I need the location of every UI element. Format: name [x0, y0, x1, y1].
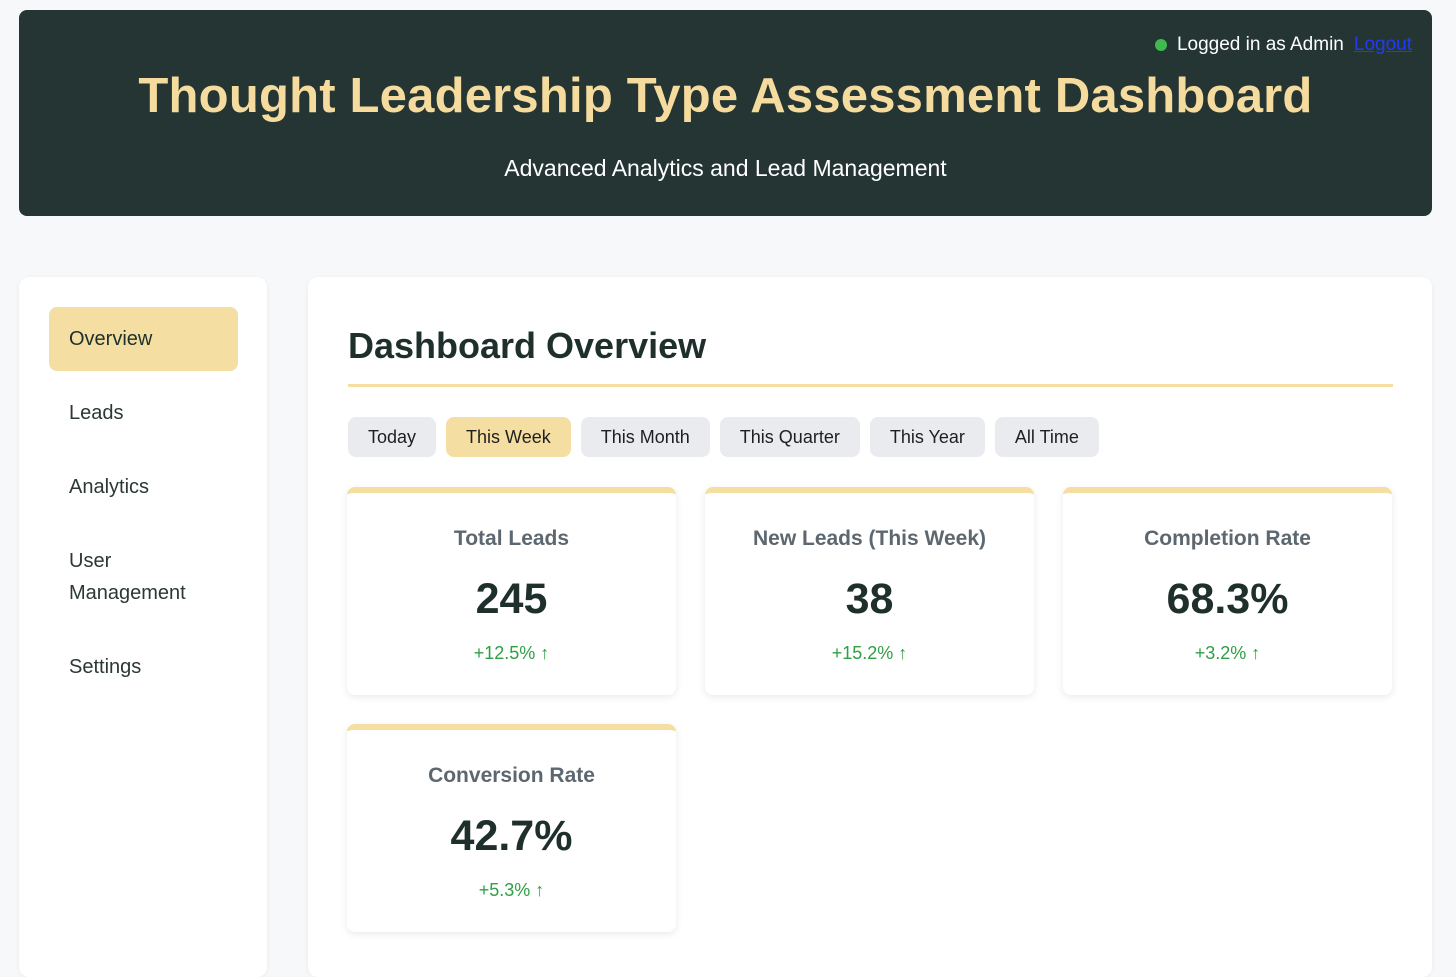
stat-change: +3.2% ↑: [1194, 643, 1261, 663]
title-divider: [348, 384, 1393, 387]
sidebar-item-analytics[interactable]: Analytics: [69, 476, 150, 498]
stat-value: 245: [475, 575, 548, 623]
stat-label: Total Leads: [453, 527, 570, 550]
stat-label: New Leads (This Week): [752, 527, 986, 550]
online-status-icon: [1154, 39, 1167, 51]
stat-change: +12.5% ↑: [473, 643, 550, 663]
stat-card-total-leads: Total Leads 245 +12.5% ↑: [347, 487, 676, 695]
sidebar-item-settings[interactable]: Settings: [69, 656, 142, 678]
filter-this-year[interactable]: This Year: [869, 417, 985, 457]
main-panel: Dashboard Overview Today This Week This …: [308, 277, 1432, 977]
stat-change: +5.3% ↑: [478, 880, 545, 900]
stat-label: Completion Rate: [1144, 527, 1311, 550]
page-subtitle: Advanced Analytics and Lead Management: [504, 155, 947, 181]
logged-in-text: Logged in as Admin: [1176, 34, 1344, 55]
stat-value: 68.3%: [1166, 575, 1289, 623]
filter-all-time[interactable]: All Time: [994, 417, 1099, 457]
stat-change: +15.2% ↑: [831, 643, 908, 663]
filter-today[interactable]: Today: [348, 417, 437, 457]
sidebar-item-user-management[interactable]: User Management: [69, 550, 186, 604]
filter-this-quarter[interactable]: This Quarter: [719, 417, 860, 457]
page-title: Thought Leadership Type Assessment Dashb…: [138, 69, 1313, 123]
sidebar-item-overview[interactable]: Overview: [49, 307, 238, 371]
stat-card-completion-rate: Completion Rate 68.3% +3.2% ↑: [1063, 487, 1392, 695]
stat-value: 38: [845, 575, 894, 623]
filter-this-month[interactable]: This Month: [580, 417, 710, 457]
logout-link[interactable]: Logout: [1353, 34, 1412, 55]
stat-value: 42.7%: [450, 812, 573, 860]
stat-card-conversion-rate: Conversion Rate 42.7% +5.3% ↑: [347, 724, 676, 932]
sidebar: Overview Leads Analytics User Management…: [19, 277, 267, 977]
sidebar-item-leads[interactable]: Leads: [69, 402, 124, 424]
filter-this-week[interactable]: This Week: [446, 417, 571, 457]
stat-card-new-leads: New Leads (This Week) 38 +15.2% ↑: [705, 487, 1034, 695]
section-title: Dashboard Overview: [348, 325, 707, 366]
page-header: Logged in as Admin Logout Thought Leader…: [19, 10, 1432, 216]
user-status: Logged in as Admin Logout: [1154, 34, 1412, 56]
time-filter-bar: Today This Week This Month This Quarter …: [348, 417, 1099, 457]
stat-label: Conversion Rate: [428, 764, 595, 787]
